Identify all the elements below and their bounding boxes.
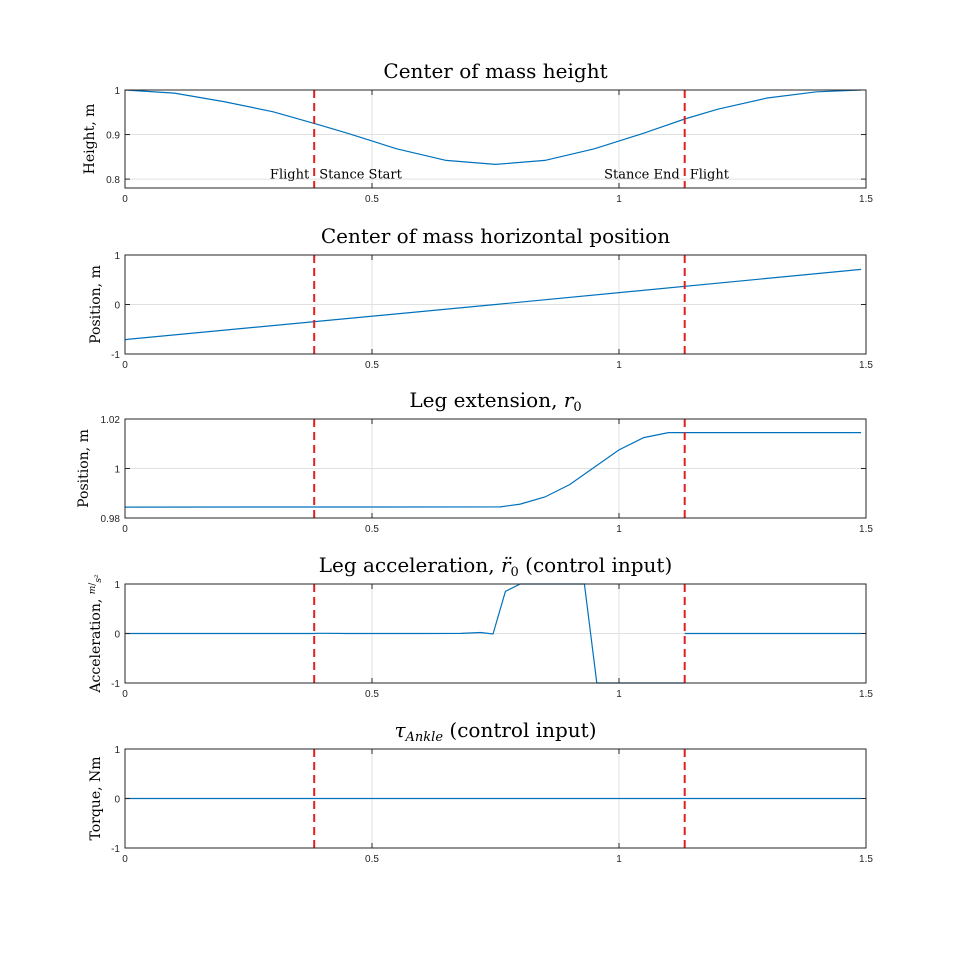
chart-title-symbol: r̈: [501, 553, 512, 577]
y-axis-label-unit-num: m: [88, 586, 98, 595]
chart-title-subscript: Ankle: [405, 730, 444, 745]
x-tick-label: 1.5: [859, 689, 873, 700]
x-tick-label: 0: [122, 524, 128, 535]
phase-annotation: Stance Start: [319, 168, 402, 183]
y-tick-label: -1: [111, 350, 120, 361]
phase-annotation: Flight: [270, 168, 310, 183]
y-tick-label: 0.8: [106, 175, 120, 186]
series-line-1: [124, 432, 862, 508]
x-tick-label: 0.5: [365, 689, 379, 700]
phase-annotation: Stance End: [604, 168, 680, 183]
y-tick-label: 1: [114, 465, 120, 476]
x-tick-label: 0: [122, 854, 128, 865]
y-tick-label: -1: [111, 679, 120, 690]
y-tick-label: 0: [114, 795, 120, 806]
series-line-1: [124, 268, 862, 341]
x-tick-label: 0.5: [365, 854, 379, 865]
y-tick-label: 0: [114, 630, 120, 641]
x-tick-label: 1: [616, 689, 622, 700]
y-tick-label: 0.98: [101, 514, 121, 525]
y-axis-label: Height, m: [82, 104, 98, 175]
chart-title-text: Leg acceleration,: [319, 553, 501, 577]
chart-title-symbol: r: [564, 388, 575, 412]
x-tick-label: 1.5: [859, 524, 873, 535]
chart-title: τAnkle (control input): [394, 718, 596, 745]
x-tick-label: 0.5: [365, 360, 379, 371]
y-axis-label: Torque, Nm: [88, 756, 104, 840]
y-axis-label-unit-den: s²: [94, 574, 104, 583]
y-tick-label: 1: [114, 745, 120, 756]
x-tick-label: 1: [616, 854, 622, 865]
x-tick-label: 1.5: [859, 360, 873, 371]
x-tick-label: 1: [616, 194, 622, 205]
series-line-1: [124, 89, 862, 166]
chart-title: Leg acceleration, r̈0 (control input): [319, 553, 673, 580]
chart-title-suffix: (control input): [443, 718, 596, 742]
x-tick-label: 1: [616, 524, 622, 535]
x-tick-label: 0.5: [365, 524, 379, 535]
chart-title-symbol: τ: [394, 718, 406, 742]
chart-title-suffix: (control input): [519, 553, 672, 577]
y-tick-label: 1: [114, 251, 120, 262]
y-axis-label: Position, m: [76, 429, 92, 508]
y-tick-label: 0.9: [106, 131, 120, 142]
y-tick-label: 0: [114, 301, 120, 312]
chart-title: Center of mass height: [383, 59, 607, 83]
chart-title-subscript: 0: [511, 565, 519, 580]
chart-title-text: Leg extension,: [409, 388, 563, 412]
subplot-1: 0 0.5 1 1.5 0.8 0.9 1 Center of mass height Heig…: [82, 59, 873, 205]
y-axis-label-text: Acceleration,: [88, 594, 104, 693]
chart-title: Leg extension, r0: [409, 388, 581, 415]
y-axis-label-unit-sep: /: [88, 582, 98, 586]
x-tick-label: 1.5: [859, 854, 873, 865]
y-axis-label: Position, m: [88, 265, 104, 344]
chart-title-subscript: 0: [573, 400, 581, 415]
x-tick-label: 1.5: [859, 194, 873, 205]
y-tick-label: 1: [114, 86, 120, 97]
x-tick-label: 0.5: [365, 194, 379, 205]
y-axis-label: Acceleration, m/s²: [88, 574, 104, 694]
y-tick-label: 1: [114, 580, 120, 591]
chart-title: Center of mass horizontal position: [321, 224, 670, 248]
x-tick-label: 1: [616, 360, 622, 371]
phase-annotation: Flight: [690, 168, 730, 183]
y-tick-label: 1.02: [101, 415, 121, 426]
x-tick-label: 0: [122, 360, 128, 371]
y-tick-label: -1: [111, 844, 120, 855]
x-tick-label: 0: [122, 689, 128, 700]
x-tick-label: 0: [122, 194, 128, 205]
axes-box: [124, 89, 867, 189]
